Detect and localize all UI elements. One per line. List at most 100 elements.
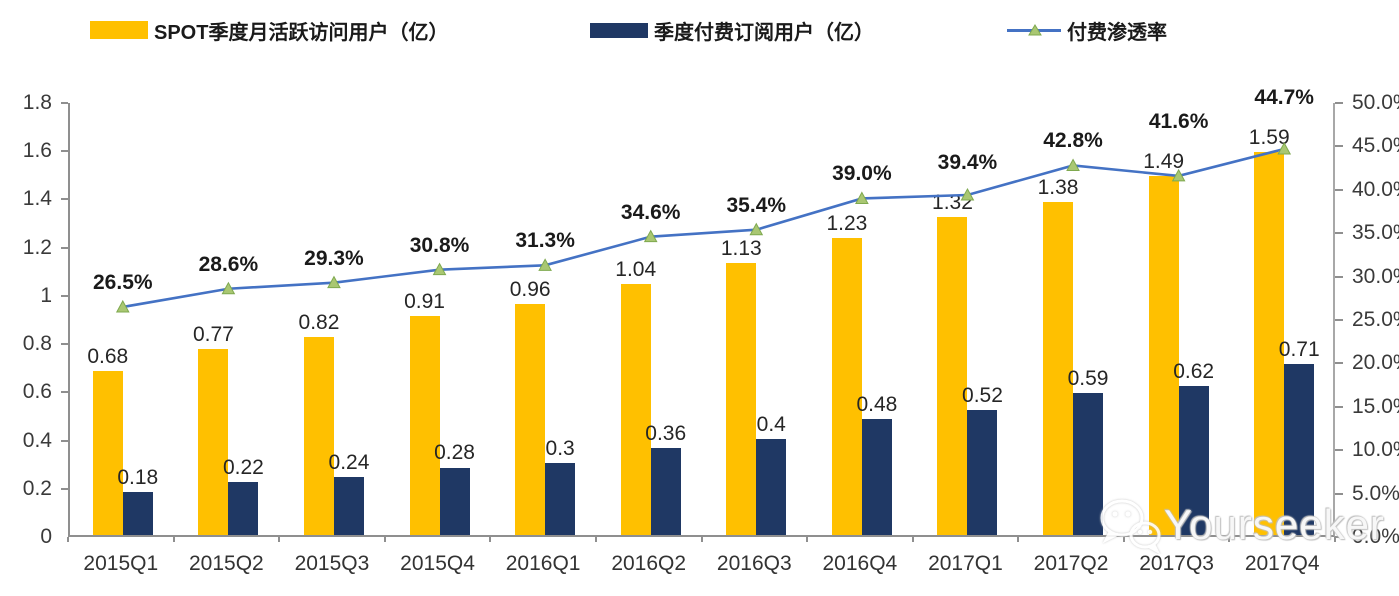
bar-label-mau: 1.59 [1248, 125, 1290, 149]
x-axis-tick [67, 537, 69, 542]
bar-subscribers [439, 467, 470, 535]
left-axis-tick [61, 150, 68, 153]
right-axis-tick-label: 5.0% [1352, 481, 1399, 505]
bar-label-subscribers: 0.4 [756, 412, 786, 436]
x-axis-tick [594, 537, 597, 542]
bar-mau [1043, 202, 1074, 535]
line-label-penetration: 39.0% [832, 162, 892, 186]
bar-label-mau: 1.04 [615, 258, 657, 282]
left-axis-tick [61, 391, 68, 394]
bar-mau [409, 315, 440, 535]
x-axis-category-label: 2016Q4 [822, 552, 898, 575]
bar-subscribers [228, 481, 259, 535]
bar-mau [92, 371, 123, 535]
left-axis-tick [61, 343, 68, 346]
x-axis-tick [1228, 537, 1231, 542]
right-axis-tick-label: 15.0% [1352, 394, 1399, 418]
penetration-line [115, 141, 1292, 313]
x-axis-category-label: 2016Q3 [716, 552, 792, 575]
triangle-marker-icon [1066, 158, 1080, 171]
bar-label-subscribers: 0.48 [856, 393, 898, 417]
triangle-marker-icon [855, 191, 869, 204]
left-axis-tick [61, 487, 68, 490]
bar-subscribers [122, 491, 153, 535]
legend-item-penetration: 付费渗透率 [1007, 18, 1167, 44]
right-axis-tick-label: 35.0% [1352, 221, 1399, 245]
x-axis-category-label: 2015Q4 [400, 552, 475, 575]
bar-label-mau: 0.68 [87, 345, 129, 369]
left-axis-tick [61, 198, 68, 201]
line-label-penetration: 44.7% [1254, 85, 1314, 109]
right-axis-tick-label: 30.0% [1352, 264, 1399, 288]
bar-label-subscribers: 0.24 [328, 451, 370, 475]
triangle-marker-icon [1277, 141, 1292, 155]
line-label-penetration: 34.6% [620, 200, 681, 224]
bar-mau [515, 303, 546, 535]
x-axis-tick [806, 537, 809, 542]
right-axis-tick [1335, 319, 1343, 321]
x-axis-tick [1122, 537, 1125, 542]
x-axis-tick [1017, 537, 1020, 542]
x-axis-tick [278, 537, 281, 542]
x-axis-category-label: 2015Q3 [294, 552, 370, 575]
bar-mau [937, 216, 968, 535]
triangle-marker-icon [960, 187, 975, 201]
x-axis-category-label: 2017Q2 [1033, 552, 1109, 575]
right-axis-tick [1335, 232, 1343, 235]
bar-label-mau: 0.82 [298, 311, 340, 335]
legend-item-mau: SPOT季度月活跃访问用户（亿） [90, 18, 448, 44]
left-axis-tick-label: 1 [40, 283, 52, 307]
right-axis-tick [1335, 145, 1343, 148]
line-label-penetration: 30.8% [409, 233, 470, 257]
triangle-marker-icon [221, 281, 236, 295]
bar-subscribers [1073, 392, 1104, 535]
bar-mau [303, 337, 334, 535]
bar-label-mau: 0.96 [509, 277, 551, 301]
bar-label-mau: 1.13 [720, 236, 762, 260]
bar-mau [831, 238, 862, 535]
x-axis-tick [172, 537, 175, 542]
right-axis-tick [1335, 188, 1343, 191]
right-axis-tick-label: 50.0% [1352, 91, 1399, 114]
bar-subscribers [861, 419, 892, 535]
right-axis-tick-label: 40.0% [1352, 177, 1399, 201]
left-axis-tick-label: 0 [40, 525, 52, 548]
bar-subscribers [967, 409, 998, 535]
bar-label-mau: 0.77 [192, 323, 234, 347]
x-axis-tick [911, 537, 914, 542]
left-axis-tick [61, 439, 68, 442]
x-axis-category-label: 2017Q3 [1139, 552, 1214, 575]
x-axis-category-label: 2016Q2 [611, 552, 687, 575]
bar-label-mau: 1.38 [1037, 176, 1079, 200]
right-axis-tick [1335, 362, 1343, 365]
line-label-penetration: 31.3% [515, 229, 575, 253]
bar-mau [726, 262, 757, 535]
bar-label-mau: 0.91 [404, 289, 445, 313]
right-axis-tick [1335, 275, 1343, 278]
left-axis-tick [61, 246, 68, 249]
x-axis-category-label: 2015Q1 [83, 552, 159, 575]
bar-label-subscribers: 0.59 [1067, 366, 1109, 390]
x-axis-category-label: 2017Q4 [1244, 552, 1320, 575]
line-label-penetration: 39.4% [937, 150, 998, 174]
line-label-penetration: 28.6% [198, 252, 259, 276]
left-axis-tick [61, 294, 68, 297]
triangle-marker-icon [115, 299, 130, 313]
bar-mau [198, 349, 229, 535]
left-axis-tick-label: 0.6 [22, 380, 52, 404]
legend-label-subscribers: 季度付费订阅用户（亿） [654, 21, 874, 44]
legend-swatch-mau-bar [90, 21, 148, 39]
right-axis-tick-label: 10.0% [1352, 438, 1399, 462]
left-axis-tick-label: 1.4 [22, 187, 52, 211]
right-axis-tick-label: 25.0% [1352, 308, 1399, 331]
x-axis-category-label: 2015Q2 [189, 552, 264, 575]
right-axis-tick [1335, 492, 1343, 495]
triangle-marker-icon [749, 222, 764, 236]
triangle-marker-icon [1171, 168, 1186, 182]
bar-label-mau: 1.23 [826, 212, 868, 236]
bar-label-subscribers: 0.36 [645, 422, 687, 446]
line-label-penetration: 42.8% [1043, 129, 1103, 153]
x-axis-tick [1334, 537, 1336, 542]
bar-subscribers [333, 477, 364, 535]
line-label-penetration: 41.6% [1148, 109, 1209, 133]
